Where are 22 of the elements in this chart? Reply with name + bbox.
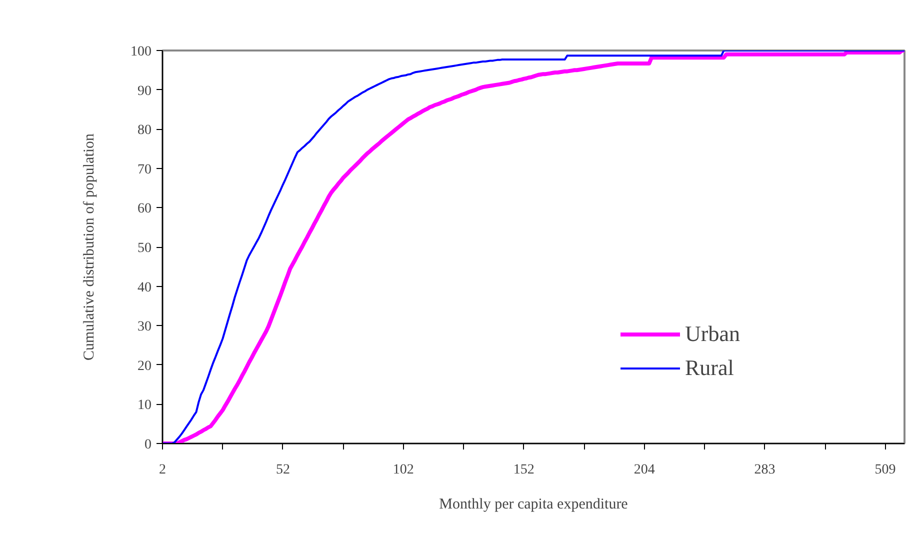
y-tick-label: 60 (138, 202, 152, 217)
x-tick-label: 102 (392, 462, 414, 478)
x-axis-title: Monthly per capita expenditure (439, 496, 628, 512)
y-tick-label: 0 (144, 438, 152, 452)
x-tick-label: 509 (874, 462, 896, 478)
y-tick-label: 100 (130, 44, 152, 60)
y-axis-title: Cumulative distribution of population (82, 132, 98, 361)
x-tick-label: 204 (634, 462, 655, 478)
y-tick-label: 70 (138, 162, 152, 178)
x-tick-label: 283 (754, 462, 776, 478)
x-tick-label: 2 (159, 462, 166, 478)
legend-label: Rural (685, 355, 734, 381)
legend-label: Urban (685, 321, 740, 347)
y-tick-label: 90 (138, 84, 152, 99)
y-tick-label: 80 (138, 123, 152, 138)
y-tick-label: 30 (138, 320, 152, 335)
y-tick-label: 50 (138, 241, 152, 256)
y-tick-label: 40 (138, 280, 152, 296)
y-tick-label: 20 (138, 358, 152, 374)
x-tick-label: 52 (276, 462, 290, 478)
y-tick-label: 10 (138, 398, 152, 414)
x-tick-label: 152 (513, 462, 534, 478)
